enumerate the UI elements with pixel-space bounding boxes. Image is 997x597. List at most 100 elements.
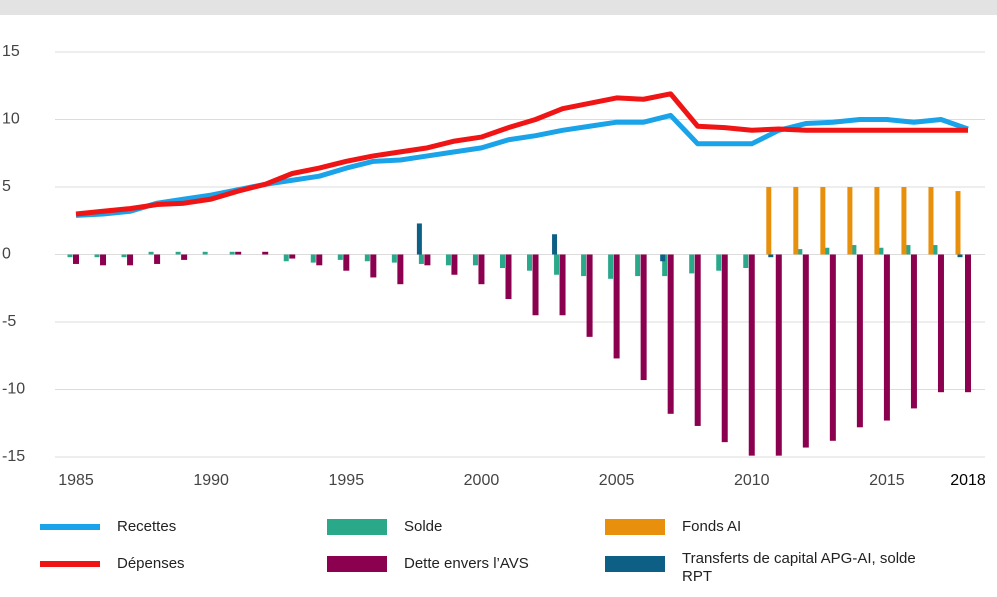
bar xyxy=(478,254,485,285)
x-tick-label: 1985 xyxy=(58,472,94,489)
bar xyxy=(694,254,701,426)
x-tick-label: 1995 xyxy=(329,472,365,489)
bar xyxy=(586,254,593,337)
bar xyxy=(175,251,181,255)
bar xyxy=(820,187,826,255)
bar xyxy=(901,187,907,255)
legend-swatch xyxy=(327,519,387,535)
bar xyxy=(824,247,830,255)
bar xyxy=(847,187,853,255)
bar xyxy=(937,254,944,393)
x-tick-label: 2015 xyxy=(869,472,905,489)
y-tick-label: -15 xyxy=(2,448,25,465)
bar xyxy=(94,254,100,258)
bar xyxy=(100,254,107,266)
y-tick-label: 15 xyxy=(2,43,20,60)
x-tick-label: 2010 xyxy=(734,472,770,489)
bar xyxy=(955,191,961,255)
bar xyxy=(581,254,587,277)
bar xyxy=(424,254,431,266)
bar xyxy=(883,254,890,421)
bar xyxy=(905,245,911,255)
bar xyxy=(910,254,917,409)
legend-label: Recettes xyxy=(117,518,177,535)
bar xyxy=(552,234,558,255)
bar xyxy=(343,254,350,271)
legend-swatch xyxy=(605,519,665,535)
legend-swatch xyxy=(605,556,665,572)
bar xyxy=(766,187,772,255)
bar xyxy=(743,254,749,268)
y-tick-label: -5 xyxy=(2,313,16,330)
bar xyxy=(310,254,316,263)
bar xyxy=(613,254,620,359)
bar xyxy=(559,254,566,316)
x-tick-label: 2018 xyxy=(950,472,986,489)
legend-swatch xyxy=(40,561,100,567)
bar xyxy=(202,251,208,255)
legend-label: Solde xyxy=(404,518,443,535)
bar xyxy=(527,254,533,271)
bar xyxy=(283,254,289,262)
bar xyxy=(148,251,154,255)
bar xyxy=(660,254,666,262)
bar xyxy=(127,254,134,266)
bar xyxy=(397,254,404,285)
bar xyxy=(689,254,695,274)
bar xyxy=(554,254,560,275)
bar xyxy=(67,254,73,258)
bar xyxy=(337,254,343,260)
bar xyxy=(316,254,323,266)
bar xyxy=(505,254,512,300)
bar xyxy=(716,254,722,271)
bar xyxy=(768,254,774,258)
bar xyxy=(532,254,539,316)
bar xyxy=(229,251,235,255)
bar xyxy=(364,254,370,262)
bar xyxy=(878,247,884,255)
bar xyxy=(802,254,809,448)
bar xyxy=(121,254,127,258)
bar xyxy=(640,254,647,381)
x-tick-label: 1990 xyxy=(193,472,229,489)
bar xyxy=(965,254,971,393)
bar xyxy=(874,187,880,255)
line xyxy=(75,112,969,218)
bar xyxy=(472,254,478,266)
x-tick-label: 2005 xyxy=(599,472,635,489)
bar xyxy=(856,254,863,428)
legend-label: Dépenses xyxy=(117,555,185,572)
bar xyxy=(445,254,451,266)
bar xyxy=(829,254,836,441)
bar xyxy=(154,254,161,264)
x-tick-label: 2000 xyxy=(464,472,500,489)
bar xyxy=(262,251,269,255)
top-band xyxy=(0,0,997,15)
bar xyxy=(418,254,424,264)
bar xyxy=(851,245,857,255)
legend-swatch xyxy=(327,556,387,572)
legend-swatch xyxy=(40,524,100,530)
y-tick-label: 0 xyxy=(2,246,11,263)
bar xyxy=(499,254,505,268)
bar xyxy=(635,254,641,277)
bar xyxy=(932,245,938,255)
bar xyxy=(721,254,728,443)
line xyxy=(75,91,968,217)
bar xyxy=(235,251,242,255)
y-tick-label: 5 xyxy=(2,178,11,195)
bar xyxy=(391,254,397,263)
bar xyxy=(181,254,188,260)
legend-label: Dette envers l’AVS xyxy=(404,555,529,572)
bar xyxy=(662,254,668,277)
bar xyxy=(370,254,377,278)
bar xyxy=(928,187,934,255)
bar xyxy=(775,254,782,456)
bar xyxy=(793,187,799,255)
bar xyxy=(797,249,803,255)
legend-label: Transferts de capital APG-AI, solde RPT xyxy=(682,550,916,585)
bar xyxy=(957,254,963,258)
bar xyxy=(608,254,614,279)
